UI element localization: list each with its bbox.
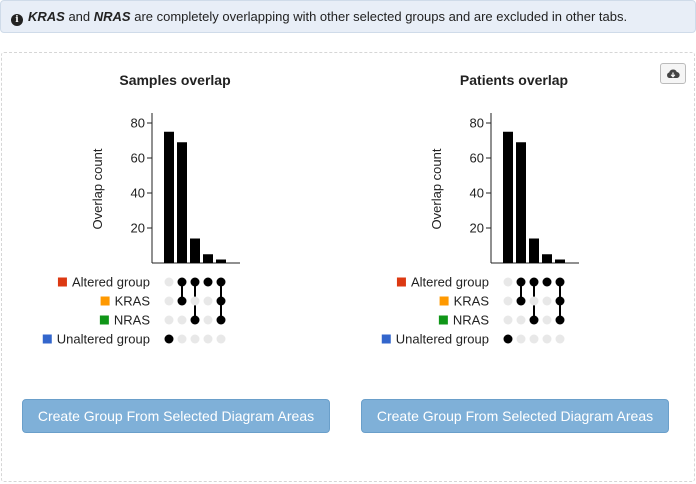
samples-matrix-dot-filled[interactable]	[216, 296, 226, 306]
patients-bar[interactable]	[542, 254, 552, 263]
patients-group-label: NRAS	[453, 313, 489, 328]
venn-panel	[1, 52, 695, 482]
samples-y-tick-label: 60	[131, 151, 145, 166]
patients-matrix-dot-filled[interactable]	[516, 296, 526, 306]
patients-matrix-dot-empty[interactable]	[529, 296, 539, 306]
samples-group-label: Unaltered group	[57, 332, 150, 347]
samples-matrix-dot-empty[interactable]	[203, 334, 213, 344]
samples-matrix-dot-empty[interactable]	[203, 296, 213, 306]
samples-y-tick-label: 20	[131, 221, 145, 236]
patients-group-swatch	[396, 277, 406, 287]
patients-bar[interactable]	[555, 259, 565, 264]
patients-bar[interactable]	[529, 238, 539, 264]
samples-bar[interactable]	[216, 259, 226, 264]
cloud-download-icon	[667, 69, 680, 79]
samples-bar[interactable]	[164, 131, 174, 263]
patients-matrix-dot-empty[interactable]	[529, 334, 539, 344]
patients-chart-title: Patients overlap	[460, 72, 568, 88]
samples-matrix-dot-empty[interactable]	[177, 334, 187, 344]
info-alert: i KRAS and NRAS are completely overlappin…	[0, 0, 696, 33]
patients-matrix-dot-filled[interactable]	[542, 277, 552, 287]
samples-group-swatch	[99, 315, 109, 325]
patients-bar[interactable]	[516, 142, 526, 263]
samples-matrix-dot-empty[interactable]	[164, 296, 174, 306]
samples-matrix-dot-empty[interactable]	[203, 315, 213, 325]
patients-matrix-dot-filled[interactable]	[503, 334, 513, 344]
patients-matrix-dot-empty[interactable]	[542, 296, 552, 306]
patients-matrix-dot-filled[interactable]	[529, 315, 539, 325]
patients-matrix-dot-empty[interactable]	[503, 277, 513, 287]
patients-matrix-dot-empty[interactable]	[542, 315, 552, 325]
patients-matrix-dot-empty[interactable]	[542, 334, 552, 344]
samples-y-tick-label: 40	[131, 186, 145, 201]
patients-matrix-dot-empty[interactable]	[555, 334, 565, 344]
samples-y-tick-label: 80	[131, 116, 145, 131]
samples-matrix-dot-empty[interactable]	[190, 334, 200, 344]
samples-matrix-dot-filled[interactable]	[216, 315, 226, 325]
alert-text-and: and	[64, 9, 94, 24]
patients-group-swatch	[381, 334, 391, 344]
patients-group-swatch	[439, 296, 449, 306]
patients-bar[interactable]	[503, 131, 513, 263]
patients-matrix-dot-filled[interactable]	[555, 296, 565, 306]
patients-matrix-dot-filled[interactable]	[555, 315, 565, 325]
patients-y-tick-label: 40	[470, 186, 484, 201]
samples-group-swatch	[57, 277, 67, 287]
patients-y-axis-label: Overlap count	[429, 148, 444, 229]
samples-group-swatch	[42, 334, 52, 344]
patients-group-label: Unaltered group	[396, 332, 489, 347]
patients-matrix-dot-empty[interactable]	[516, 315, 526, 325]
patients-group-swatch	[438, 315, 448, 325]
patients-y-tick-label: 20	[470, 221, 484, 236]
samples-matrix-dot-empty[interactable]	[190, 296, 200, 306]
samples-group-label: KRAS	[115, 294, 151, 309]
samples-matrix-dot-empty[interactable]	[177, 315, 187, 325]
samples-matrix-dot-filled[interactable]	[203, 277, 213, 287]
samples-matrix-dot-filled[interactable]	[177, 277, 187, 287]
info-icon: i	[11, 14, 23, 26]
samples-matrix-dot-filled[interactable]	[190, 315, 200, 325]
alert-text-rest: are completely overlapping with other se…	[130, 9, 628, 24]
samples-matrix-dot-empty[interactable]	[216, 334, 226, 344]
samples-group-label: NRAS	[114, 313, 150, 328]
create-group-button-patients[interactable]: Create Group From Selected Diagram Areas	[361, 399, 669, 433]
download-button[interactable]	[660, 63, 686, 84]
samples-y-axis-label: Overlap count	[90, 148, 105, 229]
samples-matrix-dot-filled[interactable]	[164, 334, 174, 344]
patients-matrix-dot-filled[interactable]	[516, 277, 526, 287]
patients-matrix-dot-empty[interactable]	[516, 334, 526, 344]
samples-bar[interactable]	[177, 142, 187, 263]
samples-matrix-dot-filled[interactable]	[190, 277, 200, 287]
create-group-button-samples[interactable]: Create Group From Selected Diagram Areas	[22, 399, 330, 433]
alert-gene-kras: KRAS	[28, 9, 65, 24]
alert-gene-nras: NRAS	[93, 9, 131, 24]
patients-matrix-dot-filled[interactable]	[555, 277, 565, 287]
samples-group-swatch	[100, 296, 110, 306]
patients-matrix-dot-empty[interactable]	[503, 296, 513, 306]
samples-matrix-dot-filled[interactable]	[177, 296, 187, 306]
patients-y-tick-label: 80	[470, 116, 484, 131]
patients-y-tick-label: 60	[470, 151, 484, 166]
patients-group-label: Altered group	[411, 275, 489, 290]
samples-bar[interactable]	[203, 254, 213, 263]
patients-matrix-dot-filled[interactable]	[529, 277, 539, 287]
samples-chart-title: Samples overlap	[119, 72, 230, 88]
samples-matrix-dot-empty[interactable]	[164, 315, 174, 325]
patients-group-label: KRAS	[454, 294, 490, 309]
patients-matrix-dot-empty[interactable]	[503, 315, 513, 325]
samples-matrix-dot-empty[interactable]	[164, 277, 174, 287]
samples-bar[interactable]	[190, 238, 200, 264]
samples-group-label: Altered group	[72, 275, 150, 290]
samples-matrix-dot-filled[interactable]	[216, 277, 226, 287]
